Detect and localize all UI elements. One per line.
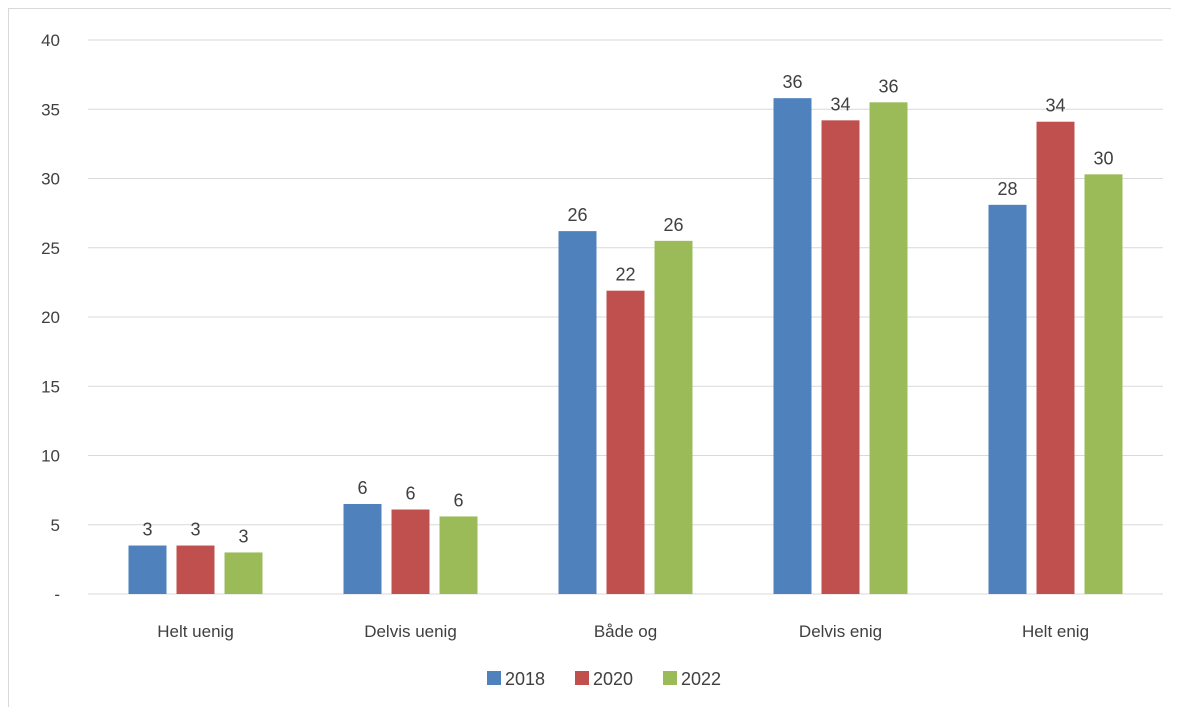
x-axis-category-labels: Helt uenig Delvis uenig Både og Delvis enig… xyxy=(157,622,1089,641)
y-tick-label: - xyxy=(54,585,60,604)
x-category-label: Både og xyxy=(594,622,657,641)
y-tick-label: 15 xyxy=(41,377,60,396)
x-category-label: Helt uenig xyxy=(157,622,234,641)
y-tick-label: 5 xyxy=(51,516,60,535)
data-label: 34 xyxy=(830,94,850,114)
bar-2018 xyxy=(128,545,167,594)
data-label: 22 xyxy=(615,265,635,285)
legend-swatch-2018 xyxy=(487,671,501,685)
data-label: 3 xyxy=(142,520,152,540)
legend-swatch-2020 xyxy=(575,671,589,685)
data-label: 26 xyxy=(567,205,587,225)
data-label: 6 xyxy=(453,490,463,510)
bar-2018 xyxy=(558,231,597,594)
y-tick-label: 10 xyxy=(41,447,60,466)
bar-2020 xyxy=(176,545,215,594)
legend-swatch-2022 xyxy=(663,671,677,685)
data-label: 34 xyxy=(1045,96,1065,116)
bar-2020 xyxy=(391,509,430,594)
y-tick-label: 30 xyxy=(41,170,60,189)
bar-2020 xyxy=(821,120,860,594)
data-label: 3 xyxy=(190,520,200,540)
y-tick-label: 40 xyxy=(41,31,60,50)
data-label: 28 xyxy=(997,179,1017,199)
x-category-label: Delvis enig xyxy=(799,622,882,641)
bar-2020 xyxy=(606,290,645,594)
bar-2022 xyxy=(1084,174,1123,594)
data-label: 26 xyxy=(663,215,683,235)
y-tick-label: 25 xyxy=(41,239,60,258)
bar-2022 xyxy=(654,240,693,594)
bar-2022 xyxy=(869,102,908,594)
data-label: 30 xyxy=(1093,148,1113,168)
data-label: 6 xyxy=(357,478,367,498)
legend-label-2022: 2022 xyxy=(681,669,721,689)
data-label: 6 xyxy=(405,484,415,504)
bar-2018 xyxy=(988,204,1027,594)
chart-frame xyxy=(8,8,1171,707)
data-label: 36 xyxy=(782,72,802,92)
bar-2018 xyxy=(773,98,812,595)
bar-2022 xyxy=(224,552,263,594)
x-category-label: Helt enig xyxy=(1022,622,1089,641)
legend: 2018 2020 2022 xyxy=(487,669,721,689)
data-label: 3 xyxy=(238,526,248,546)
data-label: 36 xyxy=(878,76,898,96)
legend-label-2020: 2020 xyxy=(593,669,633,689)
y-tick-label: 35 xyxy=(41,100,60,119)
bars xyxy=(128,98,1123,595)
y-axis-tick-labels: - 5 10 15 20 25 30 35 40 xyxy=(41,31,60,604)
bar-2022 xyxy=(439,516,478,594)
bar-2018 xyxy=(343,503,382,594)
legend-label-2018: 2018 xyxy=(505,669,545,689)
bar-2020 xyxy=(1036,121,1075,594)
x-category-label: Delvis uenig xyxy=(364,622,457,641)
y-tick-label: 20 xyxy=(41,308,60,327)
